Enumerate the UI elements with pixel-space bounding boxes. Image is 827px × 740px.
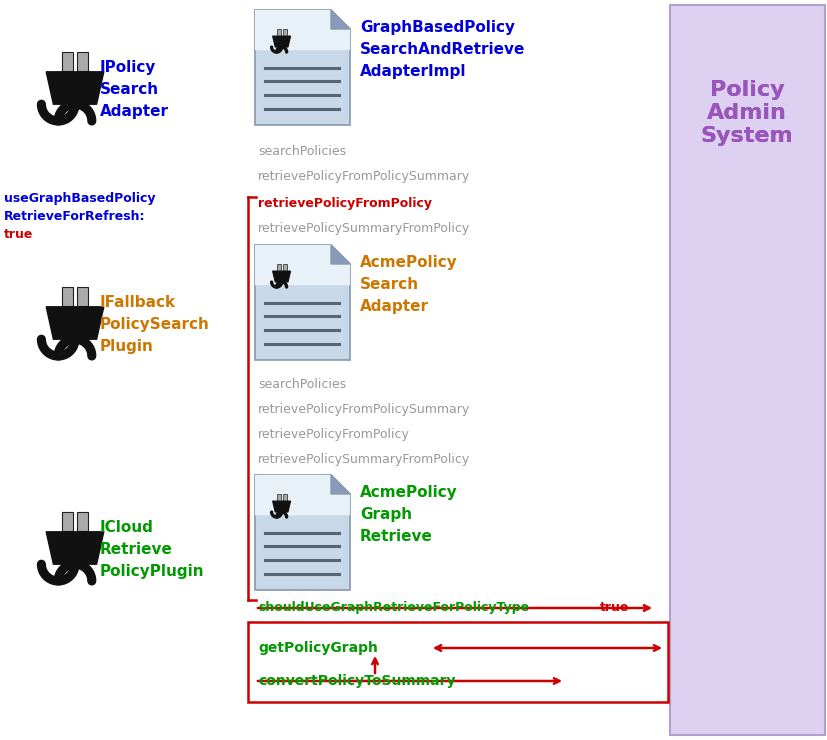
- Bar: [282, 494, 286, 501]
- Bar: [276, 29, 280, 36]
- Bar: [248, 622, 667, 702]
- Text: Retrieve: Retrieve: [100, 542, 173, 557]
- Text: ICloud: ICloud: [100, 520, 154, 535]
- Polygon shape: [331, 245, 350, 264]
- Bar: [62, 287, 73, 306]
- Text: Search: Search: [100, 82, 159, 97]
- Bar: [77, 512, 88, 531]
- Polygon shape: [255, 245, 350, 285]
- Text: GraphBasedPolicy: GraphBasedPolicy: [360, 20, 514, 35]
- Text: searchPolicies: searchPolicies: [258, 145, 346, 158]
- Polygon shape: [46, 307, 103, 339]
- Text: AdapterImpl: AdapterImpl: [360, 64, 466, 79]
- Polygon shape: [331, 10, 350, 29]
- Polygon shape: [272, 501, 290, 512]
- Text: AcmePolicy: AcmePolicy: [360, 485, 457, 500]
- Polygon shape: [255, 475, 350, 590]
- Text: Graph: Graph: [360, 507, 412, 522]
- Text: Search: Search: [360, 277, 418, 292]
- Bar: [62, 512, 73, 531]
- Text: Adapter: Adapter: [100, 104, 169, 119]
- Polygon shape: [255, 475, 350, 515]
- Polygon shape: [255, 10, 350, 125]
- Text: retrievePolicyFromPolicySummary: retrievePolicyFromPolicySummary: [258, 170, 470, 183]
- Text: convertPolicyToSummary: convertPolicyToSummary: [258, 674, 455, 688]
- Polygon shape: [331, 475, 350, 494]
- Text: SearchAndRetrieve: SearchAndRetrieve: [360, 42, 525, 57]
- Text: getPolicyGraph: getPolicyGraph: [258, 641, 377, 655]
- Bar: [77, 52, 88, 71]
- Text: retrievePolicyFromPolicy: retrievePolicyFromPolicy: [258, 428, 409, 441]
- Text: retrievePolicyFromPolicy: retrievePolicyFromPolicy: [258, 197, 432, 210]
- Bar: [77, 287, 88, 306]
- Polygon shape: [46, 72, 103, 104]
- Text: AcmePolicy: AcmePolicy: [360, 255, 457, 270]
- Text: IPolicy: IPolicy: [100, 60, 156, 75]
- Polygon shape: [255, 10, 350, 50]
- Text: true: true: [600, 601, 629, 614]
- Text: IFallback: IFallback: [100, 295, 176, 310]
- Bar: [62, 52, 73, 71]
- Text: PolicyPlugin: PolicyPlugin: [100, 564, 204, 579]
- Polygon shape: [255, 245, 350, 360]
- Text: retrievePolicySummaryFromPolicy: retrievePolicySummaryFromPolicy: [258, 453, 470, 466]
- Bar: [282, 29, 286, 36]
- Text: searchPolicies: searchPolicies: [258, 378, 346, 391]
- Text: useGraphBasedPolicy: useGraphBasedPolicy: [4, 192, 155, 205]
- Text: Plugin: Plugin: [100, 339, 154, 354]
- Text: RetrieveForRefresh:: RetrieveForRefresh:: [4, 210, 146, 223]
- Bar: [276, 494, 280, 501]
- Text: Retrieve: Retrieve: [360, 529, 433, 544]
- Text: Policy
Admin
System: Policy Admin System: [700, 80, 792, 147]
- Polygon shape: [272, 36, 290, 47]
- Text: PolicySearch: PolicySearch: [100, 317, 209, 332]
- Text: true: true: [4, 228, 33, 241]
- Polygon shape: [272, 271, 290, 282]
- Text: shouldUseGraphRetrieveForPolicyType: shouldUseGraphRetrieveForPolicyType: [258, 601, 528, 614]
- Text: Policy
Admin
System: Policy Admin System: [700, 80, 792, 147]
- Text: Adapter: Adapter: [360, 299, 428, 314]
- Bar: [669, 5, 824, 735]
- Text: retrievePolicySummaryFromPolicy: retrievePolicySummaryFromPolicy: [258, 222, 470, 235]
- Text: retrievePolicyFromPolicySummary: retrievePolicyFromPolicySummary: [258, 403, 470, 416]
- Bar: [276, 263, 280, 271]
- Bar: [282, 263, 286, 271]
- Polygon shape: [46, 532, 103, 564]
